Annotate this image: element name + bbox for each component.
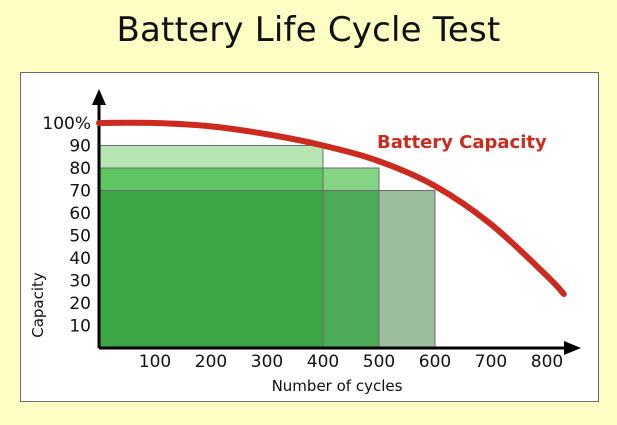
x-tick-label-300: 300	[251, 352, 283, 372]
bar-5	[378, 190, 436, 349]
y-tick-label-10: 10	[69, 317, 91, 337]
x-axis-arrow	[564, 341, 581, 355]
x-tick-label-200: 200	[195, 352, 227, 372]
y-axis-label: Capacity	[29, 272, 47, 338]
series-label-battery-capacity: Battery Capacity	[377, 132, 547, 153]
y-tick-label-90: 90	[69, 137, 91, 157]
chart-panel: 100 200 300 400 500 600 700 800 10 20 30 40 50 60 70 80…	[20, 72, 599, 402]
x-axis-label: Number of cycles	[272, 377, 403, 395]
y-tick-label-20: 20	[69, 294, 91, 314]
series-line-battery-capacity	[96, 119, 567, 297]
x-tick-label-100: 100	[139, 352, 171, 372]
x-tick-label-800: 800	[531, 352, 563, 372]
x-tick-label-500: 500	[363, 352, 395, 372]
y-tick-label-60: 60	[69, 204, 91, 224]
y-axis-arrow	[92, 89, 106, 105]
y-tick-label-40: 40	[69, 249, 91, 269]
x-tick-label-600: 600	[419, 352, 451, 372]
y-tick-label-80: 80	[69, 159, 91, 179]
y-tick-label-70: 70	[69, 182, 91, 202]
bar-2	[98, 190, 324, 349]
chart-title: Battery Life Cycle Test	[116, 10, 501, 50]
y-tick-label-100: 100%	[42, 114, 91, 134]
x-tick-label-400: 400	[307, 352, 339, 372]
bar-4	[322, 190, 380, 349]
x-tick-label-700: 700	[475, 352, 507, 372]
y-tick-label-50: 50	[69, 227, 91, 247]
y-tick-label-30: 30	[69, 272, 91, 292]
